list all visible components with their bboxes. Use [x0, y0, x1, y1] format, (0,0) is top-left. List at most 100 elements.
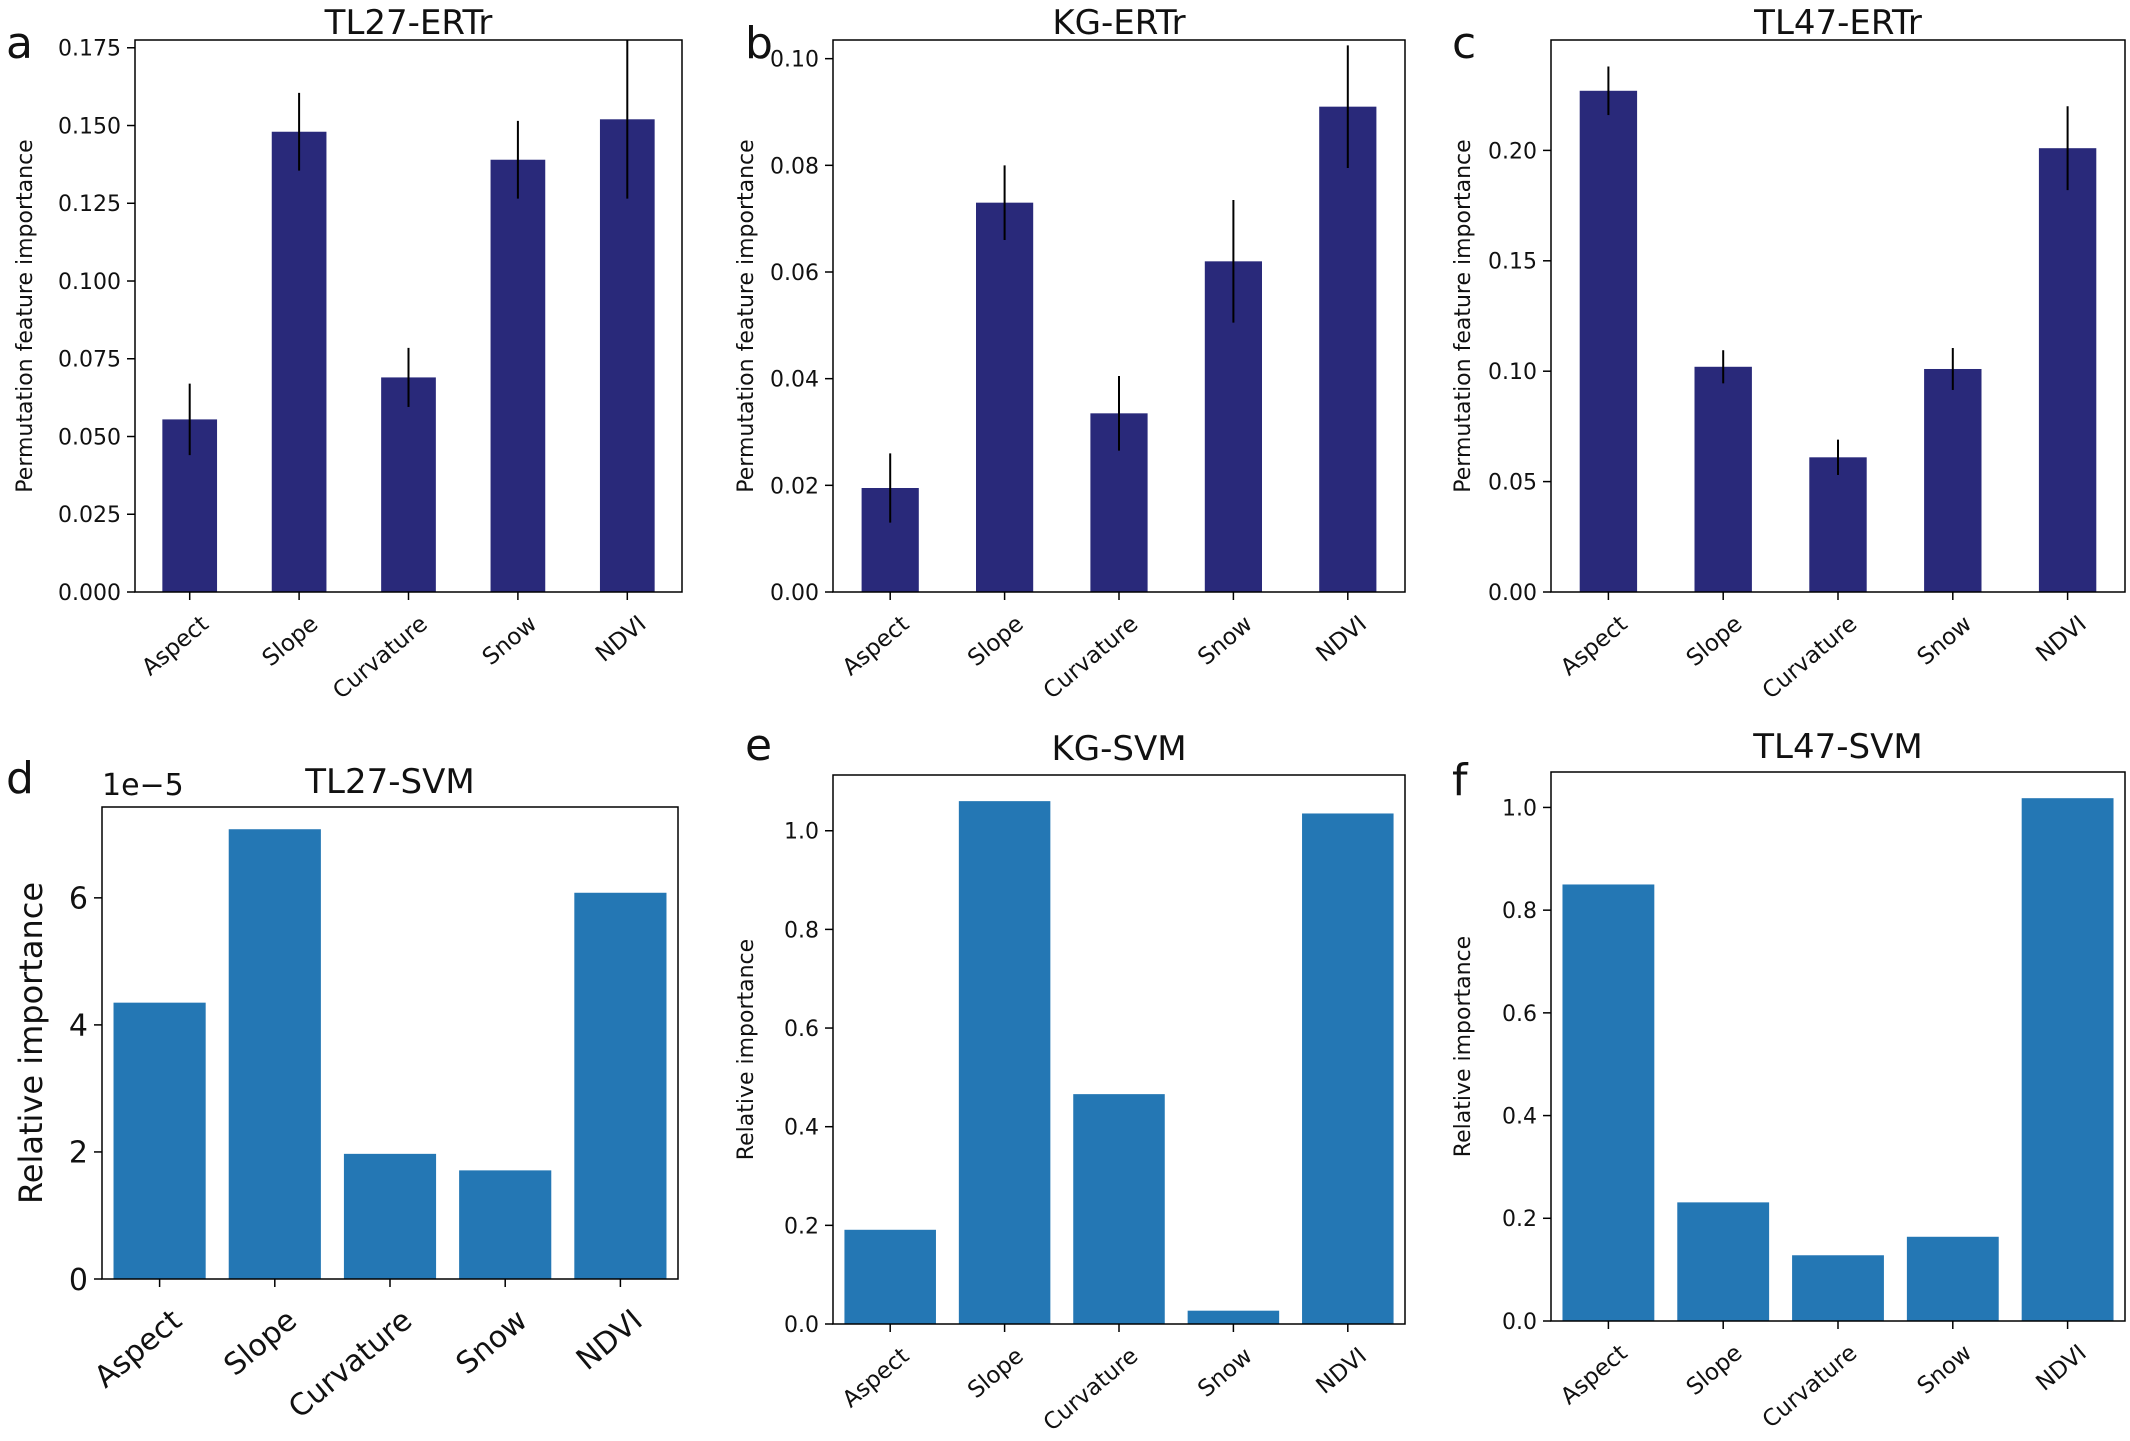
y-tick-label: 0.8 — [784, 918, 819, 943]
bar-slope — [228, 829, 321, 1279]
y-tick-label: 0.08 — [770, 154, 819, 179]
x-tick-label: Slope — [1682, 611, 1748, 672]
bar-aspect — [113, 1002, 206, 1279]
x-tick-label: Slope — [963, 1343, 1029, 1404]
x-tick-label: Aspect — [838, 611, 915, 681]
bar-snow — [490, 159, 546, 592]
bar-ndvi — [2021, 798, 2114, 1321]
bar-slope — [958, 801, 1051, 1324]
y-tick-label: 2 — [69, 1136, 88, 1171]
y-tick-label: 0.2 — [1502, 1207, 1537, 1232]
bar-snow — [1906, 1236, 1999, 1321]
y-tick-label: 0 — [69, 1263, 88, 1298]
panel-label: a — [6, 18, 33, 69]
y-tick-label: 0.150 — [58, 114, 121, 139]
chart-title: TL47-SVM — [1752, 727, 1922, 767]
chart-title: TL27-SVM — [304, 762, 474, 802]
y-tick-label: 0.050 — [58, 425, 121, 450]
x-tick-label: NDVI — [1312, 611, 1372, 668]
y-tick-label: 0.00 — [1488, 581, 1537, 606]
bar-ndvi — [2038, 148, 2097, 592]
panel-f: f TL47-SVM 0.0 0.2 0.4 0.6 0.8 1.0 Aspect Slope Cu… — [1451, 727, 2126, 1434]
y-tick-label: 0.6 — [1502, 1002, 1537, 1027]
bar-snow — [459, 1170, 552, 1279]
panel-label: c — [1452, 18, 1476, 69]
y-tick-label: 6 — [69, 882, 88, 917]
y-tick-label: 0.4 — [784, 1116, 819, 1141]
y-tick-label: 0.05 — [1488, 471, 1537, 496]
panel-label: d — [6, 753, 34, 804]
x-tick-label: Curvature — [282, 1303, 419, 1426]
y-tick-label: 0.20 — [1488, 139, 1537, 164]
y-tick-label: 1.0 — [1502, 796, 1537, 821]
y-axis-label: Permutation feature importance — [734, 139, 759, 492]
y-tick-label: 0.00 — [770, 581, 819, 606]
y-tick-label: 0.4 — [1502, 1104, 1537, 1129]
x-tick-label: Aspect — [88, 1303, 189, 1395]
bar-slope — [1677, 1202, 1770, 1321]
bar-ndvi — [574, 892, 667, 1279]
x-tick-label: Curvature — [328, 611, 432, 705]
x-tick-label: NDVI — [591, 611, 651, 668]
panel-c: c TL47-ERTr 0.00 0.05 0.10 0.15 0.20 Aspect Slop… — [1451, 3, 2126, 705]
y-tick-label: 0.0 — [1502, 1310, 1537, 1335]
y-tick-label: 0.000 — [58, 581, 121, 606]
x-tick-label: Snow — [450, 1303, 535, 1382]
y-tick-label: 0.6 — [784, 1017, 819, 1042]
y-tick-label: 1.0 — [784, 820, 819, 845]
y-tick-label: 0.06 — [770, 261, 819, 286]
y-axis-label: Relative importance — [1451, 936, 1476, 1157]
x-tick-label: Aspect — [1556, 1340, 1633, 1410]
x-tick-label: Curvature — [1758, 1340, 1862, 1434]
panel-e: e KG-SVM 0.0 0.2 0.4 0.6 0.8 1.0 Aspect Slope Curv… — [734, 720, 1406, 1437]
y-tick-label: 0.175 — [58, 37, 121, 62]
panel-label: e — [745, 720, 772, 771]
x-tick-label: Snow — [478, 611, 542, 671]
y-tick-label: 0.0 — [784, 1313, 819, 1338]
bar-aspect — [1562, 884, 1655, 1321]
x-tick-label: Aspect — [137, 611, 214, 681]
y-axis-label: Permutation feature importance — [1451, 139, 1476, 492]
x-tick-label: Snow — [1913, 611, 1977, 671]
bar-curvature — [1073, 1094, 1165, 1324]
y-tick-label: 0.100 — [58, 270, 121, 295]
x-tick-label: Aspect — [838, 1343, 915, 1413]
chart-title: KG-SVM — [1051, 729, 1186, 769]
panel-b: b KG-ERTr 0.00 0.02 0.04 0.06 0.08 0.10 Aspect Sl… — [734, 3, 1406, 705]
bar-snow — [1924, 368, 1982, 592]
panel-label: f — [1452, 755, 1469, 806]
bar-ndvi — [1319, 106, 1377, 593]
bar-curvature — [1809, 457, 1867, 592]
x-tick-label: Curvature — [1039, 611, 1143, 705]
y-tick-label: 0.02 — [770, 474, 819, 499]
y-tick-label: 0.2 — [784, 1214, 819, 1239]
chart-title: TL27-ERTr — [324, 3, 493, 43]
panel-a: a TL27-ERTr 0.000 0.025 0.050 0.075 0.100 0.125… — [6, 3, 683, 705]
bar-snow — [1187, 1310, 1280, 1324]
y-tick-label: 0.025 — [58, 503, 121, 528]
x-tick-label: Curvature — [1758, 611, 1862, 705]
y-tick-label: 0.075 — [58, 348, 121, 373]
x-tick-label: Snow — [1913, 1340, 1977, 1400]
bar-slope — [976, 202, 1034, 592]
bar-ndvi — [1302, 813, 1394, 1324]
bar-slope — [271, 131, 327, 592]
chart-title: TL47-ERTr — [1753, 3, 1922, 43]
x-tick-label: Curvature — [1039, 1343, 1143, 1437]
x-tick-label: NDVI — [2031, 1340, 2091, 1397]
y-tick-label: 0.04 — [770, 368, 819, 393]
x-tick-label: Slope — [963, 611, 1029, 672]
x-tick-label: Slope — [258, 611, 324, 672]
y-axis-label: Permutation feature importance — [13, 139, 38, 492]
y-tick-label: 0.8 — [1502, 899, 1537, 924]
y-tick-label: 0.15 — [1488, 250, 1537, 275]
axis-scale-label: 1e−5 — [102, 768, 184, 803]
x-tick-label: Aspect — [1556, 611, 1633, 681]
bar-slope — [1694, 366, 1752, 592]
y-axis-label: Relative importance — [12, 882, 50, 1204]
bar-curvature — [381, 377, 436, 592]
x-tick-label: Slope — [218, 1303, 304, 1383]
y-tick-label: 0.10 — [1488, 360, 1537, 385]
